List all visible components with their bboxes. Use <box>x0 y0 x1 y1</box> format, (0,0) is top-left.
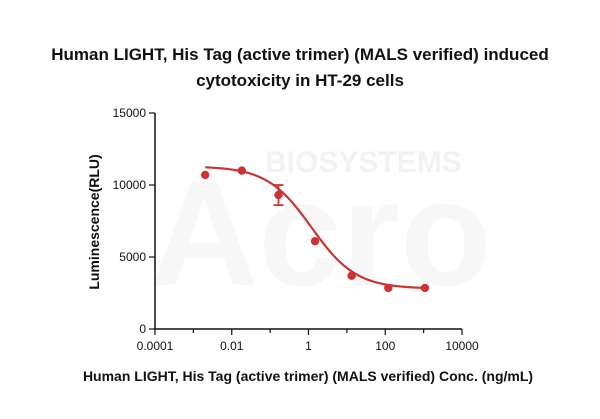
chart-title-line-1: Human LIGHT, His Tag (active trimer) (MA… <box>51 45 548 64</box>
data-points-layer <box>200 166 430 293</box>
y-tick-label: 0 <box>139 322 146 336</box>
x-tick-label: 0.01 <box>220 339 244 353</box>
y-axis-label: Luminescence(RLU) <box>86 154 102 289</box>
data-point <box>274 190 283 200</box>
x-ticks: 0.0001 0.01 1 100 10000 <box>137 329 479 353</box>
x-axis-label: Human LIGHT, His Tag (active trimer) (MA… <box>83 368 533 384</box>
data-point <box>347 271 356 280</box>
x-tick-label: 0.0001 <box>137 339 174 353</box>
data-point <box>237 166 247 175</box>
watermark-text: BIOSYSTEMS <box>265 146 462 179</box>
data-point <box>420 283 430 293</box>
data-point <box>384 283 393 293</box>
y-tick-label: 5000 <box>119 250 146 264</box>
x-tick-label: 1 <box>305 339 312 353</box>
y-tick-label: 10000 <box>113 178 147 192</box>
y-tick-label: 15000 <box>113 106 147 120</box>
y-ticks: 0 5000 10000 15000 <box>113 106 155 336</box>
data-point <box>310 236 320 246</box>
x-tick-label: 100 <box>375 339 395 353</box>
chart-title-line-2: cytotoxicity in HT-29 cells <box>196 71 404 90</box>
x-tick-label: 10000 <box>445 339 479 353</box>
data-point <box>200 170 210 180</box>
watermark: BIOSYSTEMS Acro <box>150 146 492 317</box>
